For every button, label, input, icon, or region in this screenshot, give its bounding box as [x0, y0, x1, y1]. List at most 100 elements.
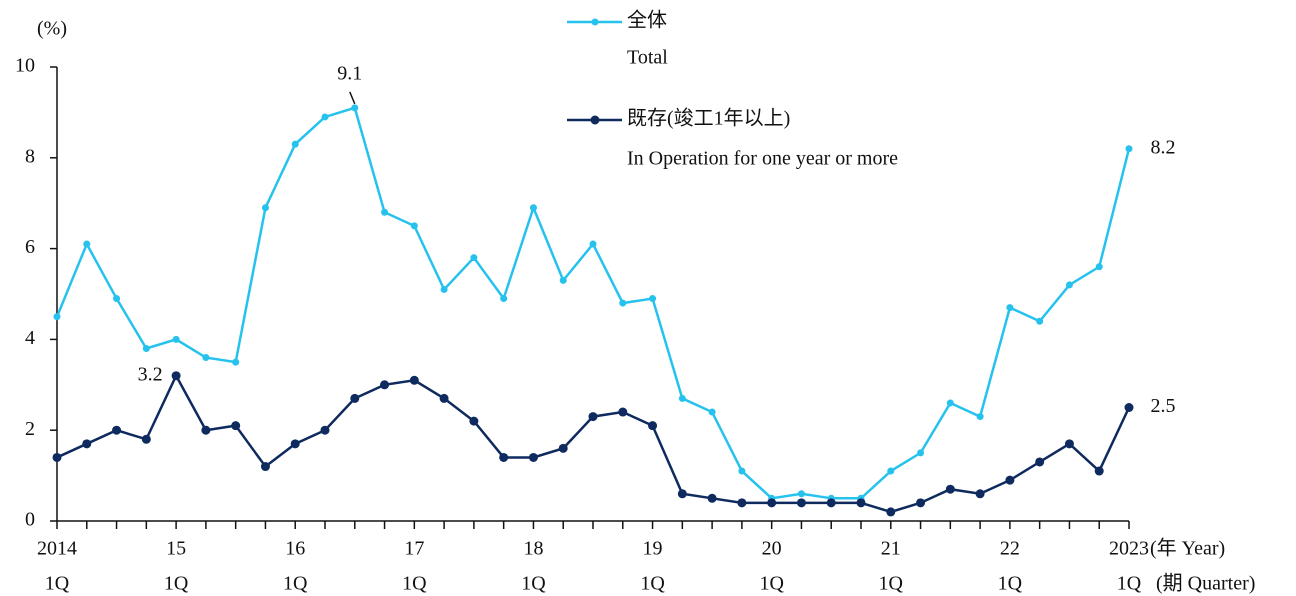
point: [1006, 304, 1014, 312]
x-tick-sublabel: 1Q: [45, 573, 70, 595]
x-tick-label: 20: [762, 538, 782, 560]
point: [737, 498, 747, 508]
point: [619, 299, 627, 307]
point: [112, 425, 122, 435]
series-line: [56, 372, 1131, 514]
x-tick-label: 19: [643, 538, 663, 560]
point: [856, 498, 866, 508]
point: [201, 425, 211, 435]
legend-label: 全体: [627, 9, 667, 32]
point: [202, 354, 210, 362]
point: [290, 439, 300, 449]
point: [946, 399, 954, 407]
point: [1036, 317, 1044, 325]
x-tick-label: 16: [285, 538, 305, 560]
point: [141, 434, 151, 444]
x-tick-label: 21: [881, 538, 901, 560]
point: [1095, 263, 1103, 271]
point: [232, 358, 240, 366]
point: [320, 425, 330, 435]
point: [1094, 466, 1104, 476]
point: [500, 295, 508, 303]
point: [826, 498, 836, 508]
x-tick-sublabel: 1Q: [759, 573, 784, 595]
point: [559, 276, 567, 284]
point: [678, 394, 686, 402]
x-tick-sublabel: 1Q: [879, 573, 904, 595]
x-tick-label: 2014: [37, 538, 77, 560]
point: [1035, 457, 1045, 467]
y-tick-label: 2: [25, 418, 35, 440]
x-tick-sublabel: 1Q: [1117, 573, 1142, 595]
x-tick-sublabel: 1Q: [998, 573, 1023, 595]
point: [142, 344, 150, 352]
point: [113, 295, 121, 303]
point: [1065, 281, 1073, 289]
x-unit-quarter: (期 Quarter): [1156, 573, 1255, 595]
point: [618, 407, 628, 417]
point: [796, 498, 806, 508]
point: [916, 498, 926, 508]
point: [381, 208, 389, 216]
point: [470, 254, 478, 262]
point: [1124, 403, 1134, 412]
point: [440, 285, 448, 293]
point: [321, 113, 329, 121]
legend-label-en: Total: [627, 47, 668, 69]
point: [410, 222, 418, 230]
point: [648, 421, 658, 431]
point: [260, 462, 270, 472]
point: [707, 493, 717, 503]
point: [291, 140, 299, 148]
point: [172, 335, 180, 343]
point: [558, 443, 568, 453]
x-tick-label: 15: [166, 538, 186, 560]
point: [738, 467, 746, 475]
point: [708, 408, 716, 416]
x-tick-sublabel: 1Q: [521, 573, 546, 595]
point: [351, 104, 359, 112]
y-tick-label: 10: [15, 55, 35, 77]
legend-label: 既存(竣工1年以上): [627, 107, 790, 130]
x-tick-sublabel: 1Q: [283, 573, 308, 595]
y-tick-label: 8: [25, 145, 35, 167]
y-tick-label: 6: [25, 236, 35, 258]
x-tick-label: 22: [1000, 538, 1020, 560]
data-label: 9.1: [337, 62, 362, 84]
point: [350, 393, 360, 403]
point: [1064, 439, 1074, 449]
legend-label-en: In Operation for one year or more: [627, 148, 898, 170]
x-tick-label: 18: [523, 538, 543, 560]
point: [589, 240, 597, 248]
series-line: [55, 106, 1131, 500]
y-axis-label: (%): [37, 18, 67, 40]
point: [649, 295, 657, 303]
point: [529, 204, 537, 212]
point: [82, 439, 92, 449]
x-tick-label: 2023: [1109, 538, 1149, 560]
point: [171, 371, 181, 381]
point: [53, 313, 61, 321]
point: [887, 467, 895, 475]
x-tick-sublabel: 1Q: [402, 573, 427, 595]
data-label: 2.5: [1151, 395, 1176, 417]
point: [83, 240, 91, 248]
x-tick-sublabel: 1Q: [640, 573, 665, 595]
point: [588, 412, 598, 422]
point: [945, 484, 955, 494]
x-tick-sublabel: 1Q: [164, 573, 189, 595]
point: [797, 490, 805, 498]
point: [917, 449, 925, 457]
point: [528, 452, 538, 462]
point: [261, 204, 269, 212]
point: [469, 416, 479, 426]
x-unit-year: (年 Year): [1150, 537, 1225, 560]
y-tick-label: 4: [25, 327, 35, 349]
point: [975, 489, 985, 499]
point: [767, 498, 777, 508]
point: [52, 452, 62, 462]
point: [1005, 475, 1015, 485]
y-tick-label: 0: [25, 509, 35, 531]
point: [886, 507, 896, 517]
